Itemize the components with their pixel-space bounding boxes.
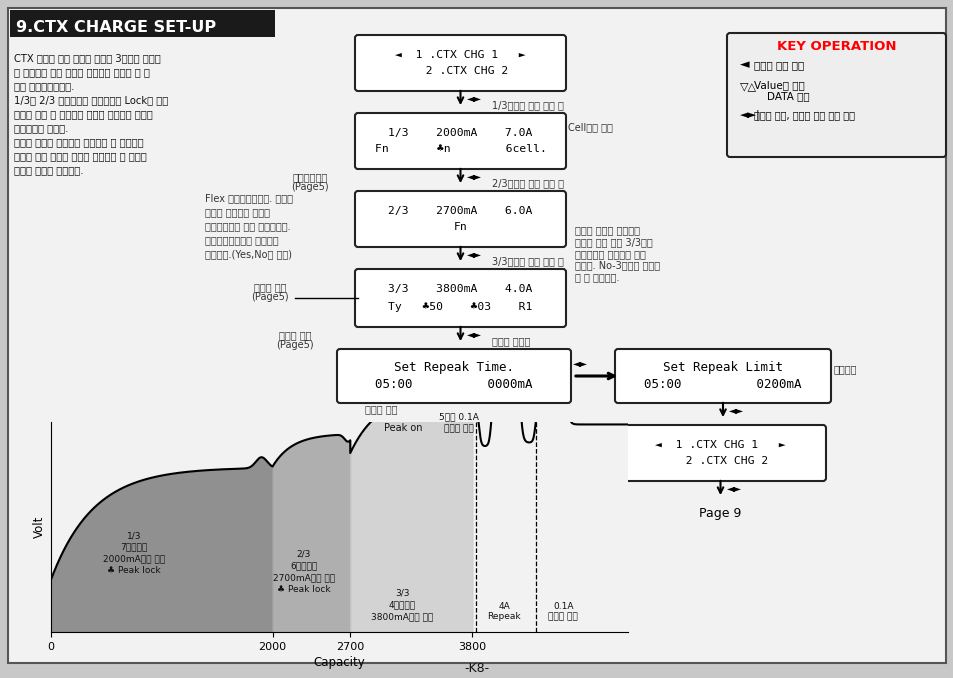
- Text: 2/3    2700mA    6.0A: 2/3 2700mA 6.0A: [388, 205, 532, 216]
- FancyBboxPatch shape: [726, 33, 945, 157]
- Text: 1/3스텝의 충전 설정 예: 1/3스텝의 충전 설정 예: [492, 100, 564, 110]
- Text: Peak on: Peak on: [384, 423, 422, 433]
- Text: DATA 확인: DATA 확인: [753, 91, 809, 101]
- Text: CTX 차지는 충전 전류와 용량을 3단계로 나눠서
각 배터리에 맞는 최적의 방법으로 충전을 할 수
있는 충전모드입니다.
1/3과 2/3 스텝에서: CTX 차지는 충전 전류와 용량을 3단계로 나눠서 각 배터리에 맞는 최적…: [14, 53, 168, 175]
- Text: ◄►: ◄►: [726, 483, 740, 493]
- Text: ◄►: ◄►: [466, 171, 481, 181]
- FancyBboxPatch shape: [355, 191, 565, 247]
- Text: Cell수를 설정: Cell수를 설정: [567, 122, 612, 132]
- Text: 1/3    2000mA    7.0A: 1/3 2000mA 7.0A: [388, 127, 532, 138]
- Text: ◄: ◄: [740, 58, 749, 71]
- Text: ◄►: ◄►: [466, 329, 481, 339]
- Text: 5분간 0.1A
트리클 충전: 5분간 0.1A 트리클 충전: [438, 413, 478, 433]
- Text: ◄►: ◄►: [728, 405, 743, 415]
- Text: KEY OPERATION: KEY OPERATION: [776, 40, 895, 53]
- Text: ◄►: ◄►: [573, 358, 587, 368]
- Text: 리피크 설정시: 리피크 설정시: [492, 336, 530, 346]
- Text: ◄  1 .CTX CHG 1   ►: ◄ 1 .CTX CHG 1 ►: [655, 439, 785, 450]
- Text: 커서를 뒤로 이동: 커서를 뒤로 이동: [753, 60, 803, 70]
- Text: Fn       ♣n        6cell.: Fn ♣n 6cell.: [375, 144, 546, 155]
- Bar: [10, 10, 274, 37]
- Text: 딜레이 시간: 딜레이 시간: [365, 404, 397, 414]
- Text: 9.CTX CHARGE SET-UP: 9.CTX CHARGE SET-UP: [16, 20, 216, 35]
- FancyBboxPatch shape: [615, 425, 825, 481]
- Text: 커서의 이동, 충전의 시작 혹은 중단: 커서의 이동, 충전의 시작 혹은 중단: [753, 110, 854, 120]
- FancyBboxPatch shape: [355, 269, 565, 327]
- Text: 1/3
7암페어로
2000mA까지 충전
♣ Peak lock: 1/3 7암페어로 2000mA까지 충전 ♣ Peak lock: [103, 531, 165, 576]
- Y-axis label: Volt: Volt: [33, 515, 47, 538]
- Text: Flex 차지기능입니다. 오래된
니카드 배터리의 성능을
회복시키고자 할때 사용합니다.
니켈소배터리에는 사용하지
않습니다.(Yes,No로 설정): Flex 차지기능입니다. 오래된 니카드 배터리의 성능을 회복시키고자 할때…: [205, 193, 293, 259]
- Text: 3/3    3800mA    4.0A: 3/3 3800mA 4.0A: [388, 284, 532, 294]
- FancyBboxPatch shape: [355, 35, 565, 91]
- Text: 3/3스텝의 충전 설정 예: 3/3스텝의 충전 설정 예: [492, 256, 564, 266]
- Text: ◄  1 .CTX CHG 1   ►: ◄ 1 .CTX CHG 1 ►: [395, 49, 525, 60]
- Text: 용량제한: 용량제한: [833, 364, 857, 374]
- Text: Ty   ♣50    ♣03    R1: Ty ♣50 ♣03 R1: [388, 302, 532, 312]
- Text: 0.1A
트리클 충전: 0.1A 트리클 충전: [548, 601, 578, 621]
- Text: 2/3스텝의 충전 설정 예: 2/3스텝의 충전 설정 예: [492, 178, 564, 188]
- Text: 4A
Repeak: 4A Repeak: [487, 601, 520, 621]
- Text: 2 .CTX CHG 2: 2 .CTX CHG 2: [672, 456, 768, 466]
- Text: 2 .CTX CHG 2: 2 .CTX CHG 2: [412, 66, 508, 77]
- Text: Fn: Fn: [453, 222, 467, 233]
- Text: 온도컷 세팅: 온도컷 세팅: [278, 330, 311, 340]
- Text: ◄►: ◄►: [466, 93, 481, 103]
- Text: Value의 증감: Value의 증감: [753, 80, 804, 90]
- Text: ◄►: ◄►: [466, 249, 481, 259]
- Text: ◄►|: ◄►|: [740, 110, 760, 121]
- Text: (Page5): (Page5): [276, 340, 314, 350]
- Text: 리피크 충전을 설정하면
세팅된 시간 뒤에 3/3스텝
세팅값으로 재충전을 하게
됩니다. No-3회까지 리피크
할 수 있습니다.: 리피크 충전을 설정하면 세팅된 시간 뒤에 3/3스텝 세팅값으로 재충전을 …: [575, 226, 659, 282]
- Text: 팬스타트온도: 팬스타트온도: [292, 172, 327, 182]
- FancyBboxPatch shape: [355, 113, 565, 169]
- Text: (Page5): (Page5): [291, 182, 329, 192]
- Text: 3/3
4암페어로
3800mA까지 충전: 3/3 4암페어로 3800mA까지 충전: [371, 589, 433, 621]
- Text: (Page5): (Page5): [251, 292, 289, 302]
- Text: ▽△: ▽△: [740, 81, 757, 91]
- Text: 2/3
6암페어로
2700mA까지 충전
♣ Peak lock: 2/3 6암페어로 2700mA까지 충전 ♣ Peak lock: [273, 549, 335, 594]
- Text: Set Repeak Limit: Set Repeak Limit: [662, 361, 782, 374]
- Text: Page 9: Page 9: [699, 508, 740, 521]
- Text: Set Repeak Time.: Set Repeak Time.: [394, 361, 514, 374]
- FancyBboxPatch shape: [336, 349, 571, 403]
- Text: 트리클 차지: 트리클 차지: [253, 282, 286, 292]
- Text: 05:00          0000mA: 05:00 0000mA: [375, 378, 532, 391]
- X-axis label: Capacity: Capacity: [313, 656, 365, 669]
- FancyBboxPatch shape: [615, 349, 830, 403]
- Text: 05:00          0200mA: 05:00 0200mA: [643, 378, 801, 391]
- Text: -K8-: -K8-: [464, 662, 489, 675]
